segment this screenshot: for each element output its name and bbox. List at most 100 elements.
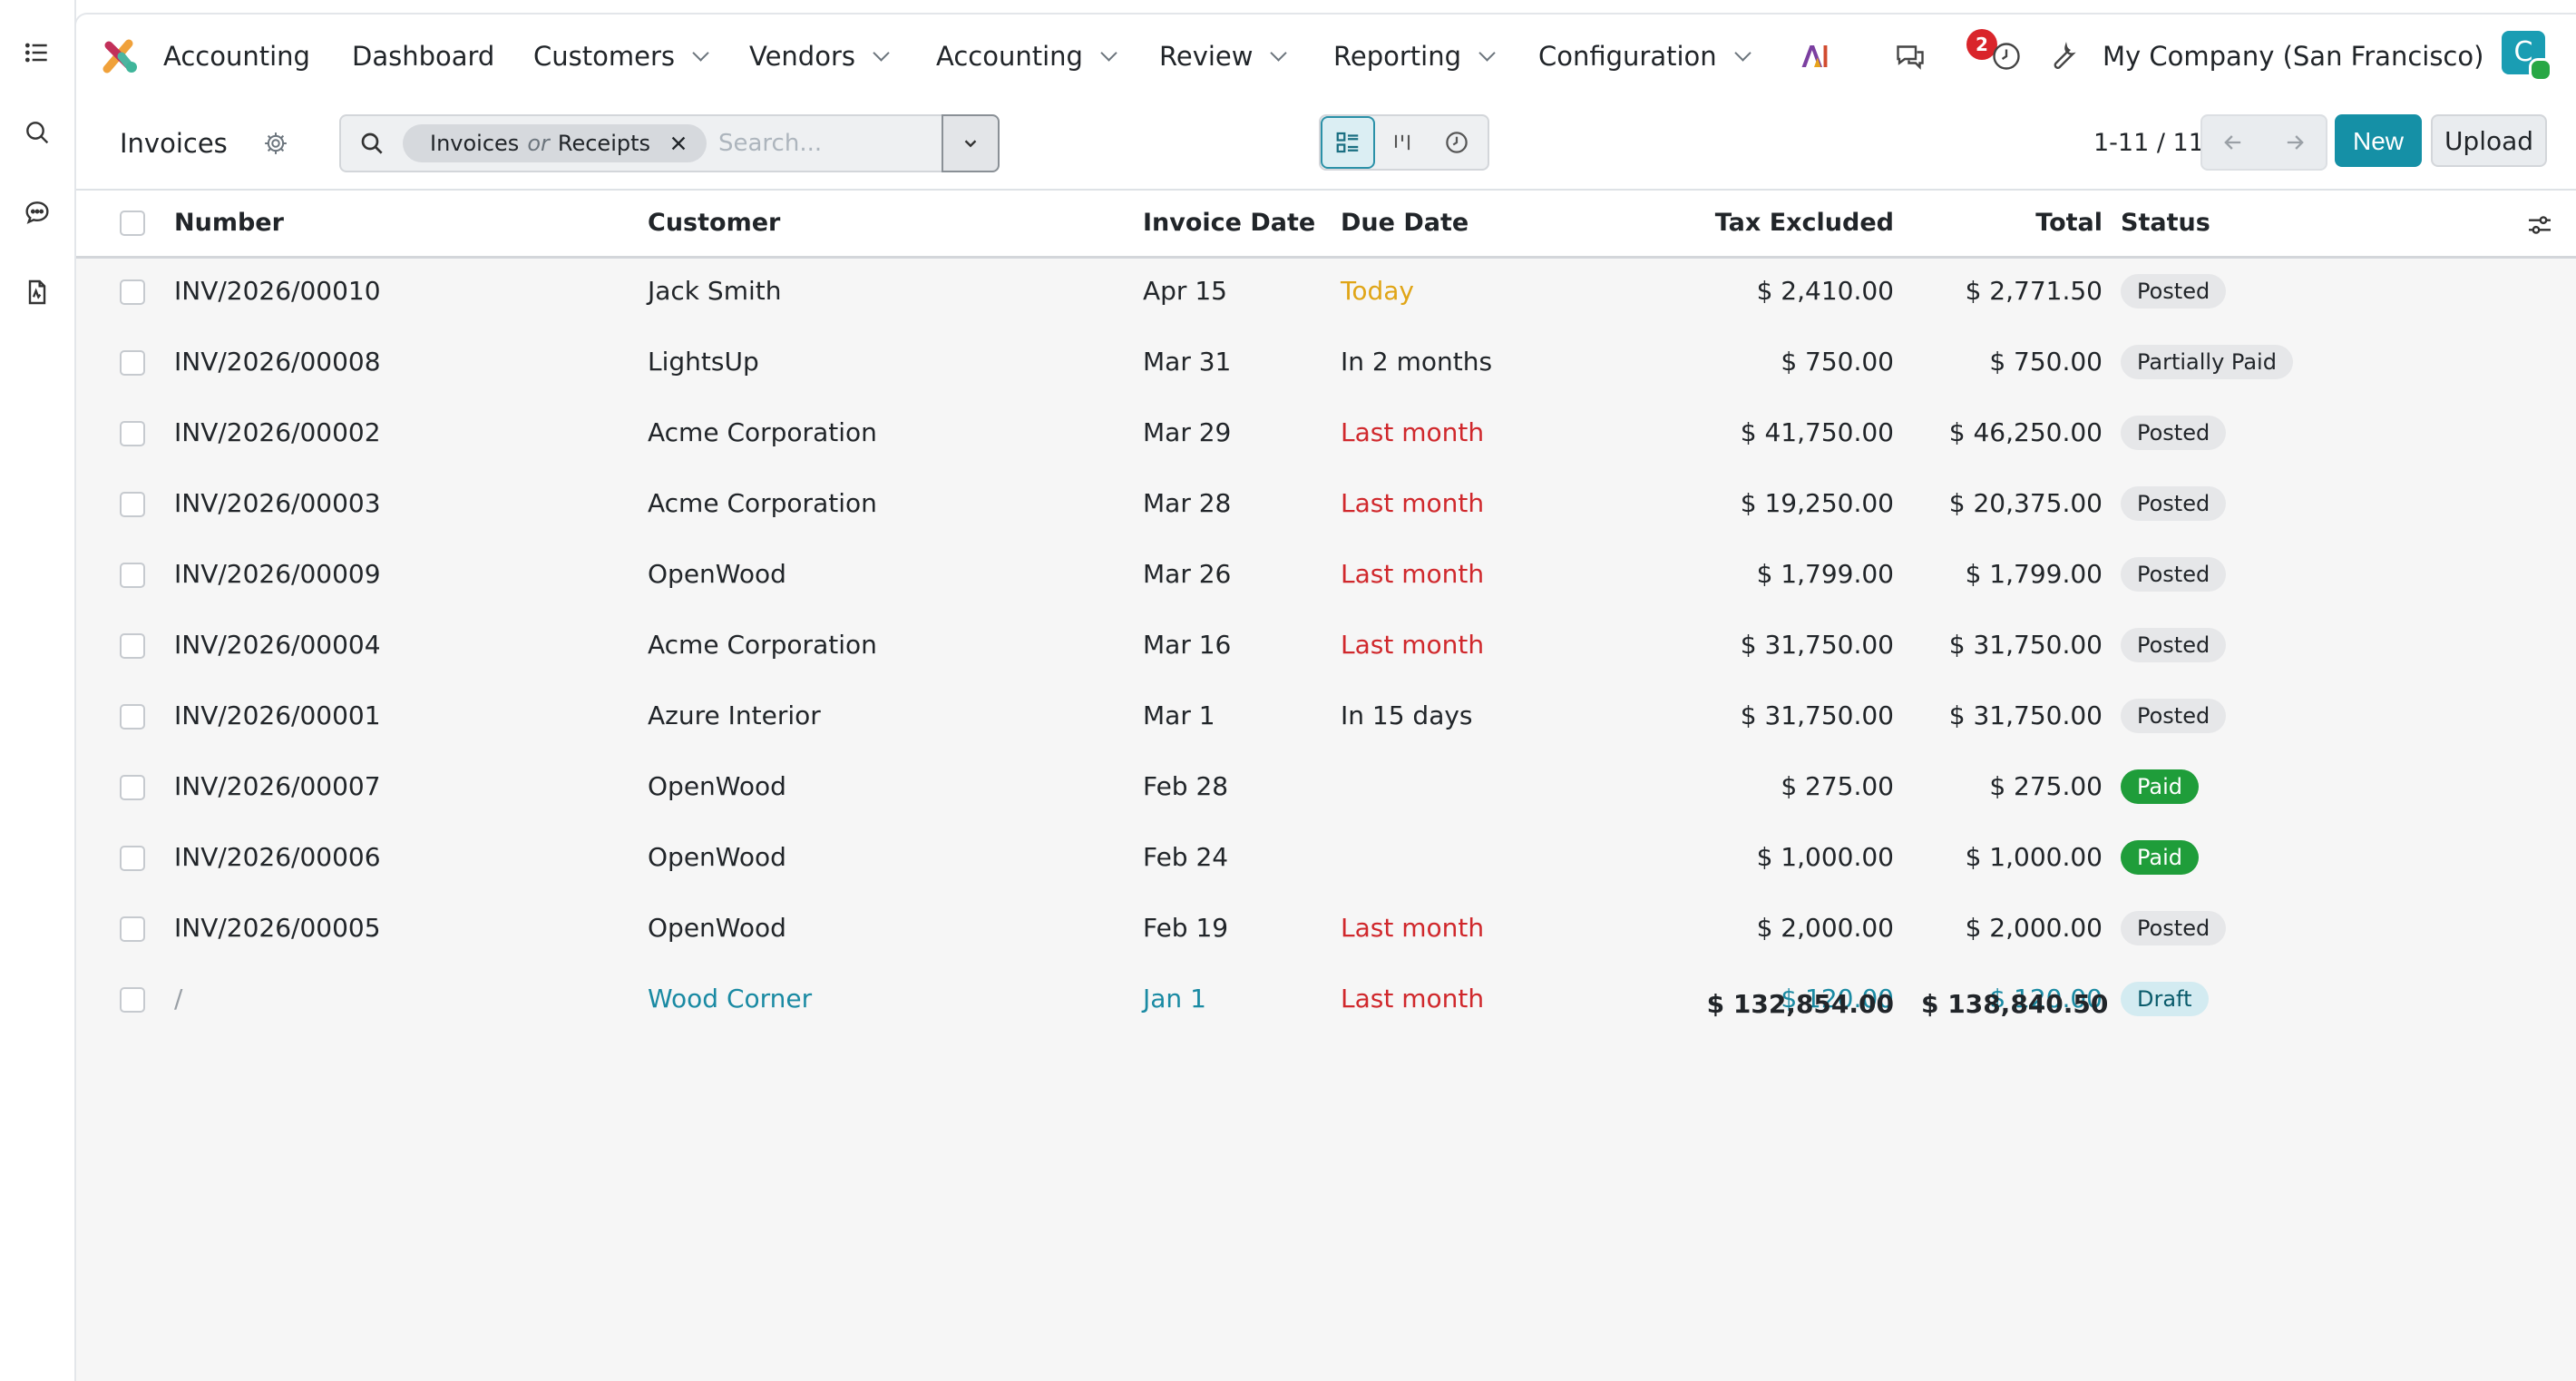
kanban-view-button[interactable] (1375, 116, 1429, 169)
search-options-toggle[interactable] (942, 114, 1000, 172)
table-row[interactable]: INV/2026/00002 Acme Corporation Mar 29 Last… (76, 397, 2576, 468)
menu-vendors[interactable]: Vendors (749, 36, 890, 76)
table-row[interactable]: INV/2026/00007 OpenWood Feb 28 $ 275.00 $ 27… (76, 751, 2576, 822)
row-checkbox[interactable] (120, 987, 145, 1013)
cell-number: INV/2026/00003 (174, 488, 381, 518)
cell-customer: Jack Smith (648, 276, 782, 306)
table-row[interactable]: INV/2026/00009 OpenWood Mar 26 Last month $ … (76, 539, 2576, 610)
row-checkbox[interactable] (120, 916, 145, 942)
chevron-down-icon (1270, 44, 1288, 62)
company-switcher[interactable]: My Company (San Francisco) (2103, 41, 2484, 72)
table-header: Number Customer Invoice Date Due Date Ta… (76, 191, 2576, 259)
pager-next-button[interactable] (2264, 116, 2326, 169)
cell-total: $ 46,250.00 (1948, 417, 2103, 447)
row-checkbox[interactable] (120, 704, 145, 730)
cell-number: INV/2026/00004 (174, 630, 381, 660)
column-header-tax-excluded[interactable]: Tax Excluded (1714, 209, 1894, 237)
column-header-status[interactable]: Status (2121, 209, 2210, 237)
column-header-invoice-date[interactable]: Invoice Date (1143, 209, 1316, 237)
table-row[interactable]: INV/2026/00006 OpenWood Feb 24 $ 1,000.00 $ … (76, 822, 2576, 893)
list-view-button[interactable] (1321, 116, 1375, 169)
cell-customer: Azure Interior (648, 700, 821, 730)
menu-customers[interactable]: Customers (533, 36, 709, 76)
cell-customer: OpenWood (648, 559, 786, 589)
app-name[interactable]: Accounting (163, 41, 310, 72)
menu-reporting[interactable]: Reporting (1333, 36, 1496, 76)
table-row[interactable]: / Wood Corner Jan 1 Last month $ 120.00 $ 120… (76, 964, 2576, 1034)
status-badge: Posted (2121, 486, 2227, 521)
clock-icon[interactable] (1986, 36, 2026, 76)
status-badge: Posted (2121, 911, 2227, 945)
chat-icon[interactable] (1890, 36, 1930, 76)
table-row[interactable]: INV/2026/00010 Jack Smith Apr 15 Today $ 2,4… (76, 256, 2576, 327)
row-checkbox[interactable] (120, 563, 145, 588)
pager-previous-button[interactable] (2202, 116, 2264, 169)
column-header-customer[interactable]: Customer (648, 209, 781, 237)
cell-due-date: In 2 months (1341, 347, 1493, 377)
column-header-due-date[interactable]: Due Date (1341, 209, 1469, 237)
table-row[interactable]: INV/2026/00004 Acme Corporation Mar 16 Last… (76, 610, 2576, 681)
table-row[interactable]: INV/2026/00005 OpenWood Feb 19 Last month $ … (76, 893, 2576, 964)
menu-label: Configuration (1538, 41, 1717, 72)
new-button[interactable]: New (2335, 114, 2422, 167)
row-checkbox[interactable] (120, 421, 145, 446)
cell-invoice-date: Mar 31 (1143, 347, 1232, 377)
wrench-icon[interactable] (2043, 36, 2083, 76)
cell-due-date: Last month (1341, 984, 1485, 1014)
menu-review[interactable]: Review (1159, 36, 1288, 76)
app-logo-icon[interactable] (102, 36, 141, 76)
column-header-total[interactable]: Total (2035, 209, 2103, 237)
status-badge: Posted (2121, 628, 2227, 662)
page-title[interactable]: Invoices (120, 128, 228, 159)
close-icon[interactable] (668, 133, 688, 153)
kanban-icon (1394, 134, 1410, 151)
status-badge: Draft (2121, 982, 2209, 1016)
upload-button[interactable]: Upload (2431, 114, 2547, 167)
cell-due-date: In 15 days (1341, 700, 1473, 730)
facet-connector: or (527, 131, 550, 156)
ai-icon[interactable] (1794, 36, 1834, 76)
cell-customer: Acme Corporation (648, 417, 877, 447)
table-row[interactable]: INV/2026/00001 Azure Interior Mar 1 In 15 d… (76, 681, 2576, 751)
total-amount: $ 138,840.50 (1921, 989, 2109, 1019)
menu-accounting[interactable]: Accounting (936, 36, 1117, 76)
select-all-checkbox[interactable] (120, 211, 145, 236)
gear-icon[interactable] (258, 125, 294, 162)
row-checkbox[interactable] (120, 846, 145, 871)
status-badge: Paid (2121, 840, 2200, 875)
top-navbar: Accounting Dashboard Customers Vendors A… (76, 15, 2576, 98)
activity-view-button[interactable] (1429, 116, 1484, 169)
table-row[interactable]: INV/2026/00008 LightsUp Mar 31 In 2 months $… (76, 327, 2576, 397)
cell-tax-excluded: $ 19,250.00 (1740, 488, 1894, 518)
cell-total: $ 120.00 (1989, 984, 2103, 1014)
cell-tax-excluded: $ 2,000.00 (1756, 913, 1894, 943)
menu-dashboard[interactable]: Dashboard (352, 36, 494, 76)
cell-customer: OpenWood (648, 771, 786, 801)
row-checkbox[interactable] (120, 492, 145, 517)
row-checkbox[interactable] (120, 633, 145, 659)
cell-total: $ 275.00 (1989, 771, 2103, 801)
pager-value[interactable]: 1-11 / 11 (2093, 129, 2204, 157)
cell-customer: Wood Corner (648, 984, 813, 1014)
online-status-dot (2529, 58, 2552, 82)
menu-configuration[interactable]: Configuration (1538, 36, 1751, 76)
cell-customer: OpenWood (648, 842, 786, 872)
table-row[interactable]: INV/2026/00003 Acme Corporation Mar 28 Last… (76, 468, 2576, 539)
search-facet: Invoices or Receipts (403, 124, 707, 162)
list-view-icon (1336, 132, 1359, 153)
chevron-down-icon (964, 140, 977, 148)
chat-bubble-icon[interactable] (15, 191, 59, 234)
menu-label: Reporting (1333, 41, 1461, 72)
row-checkbox[interactable] (120, 350, 145, 376)
cell-total: $ 1,799.00 (1965, 559, 2103, 589)
list-icon[interactable] (15, 31, 59, 74)
cell-number: INV/2026/00006 (174, 842, 381, 872)
document-icon[interactable] (15, 270, 59, 314)
search-input[interactable] (717, 123, 920, 163)
cell-total: $ 750.00 (1989, 347, 2103, 377)
row-checkbox[interactable] (120, 279, 145, 305)
search-icon[interactable] (15, 111, 59, 154)
optional-columns-icon[interactable] (2525, 211, 2554, 240)
row-checkbox[interactable] (120, 775, 145, 800)
column-header-number[interactable]: Number (174, 209, 284, 237)
